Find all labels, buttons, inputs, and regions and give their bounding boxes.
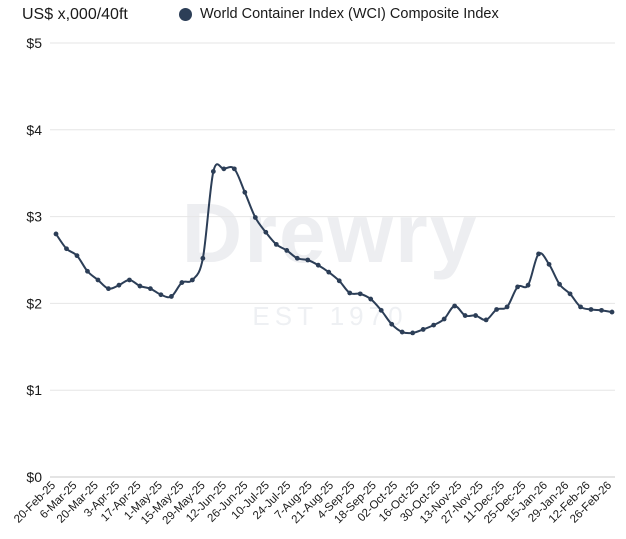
- data-point: [158, 292, 164, 298]
- data-point: [567, 291, 573, 297]
- legend-label: World Container Index (WCI) Composite In…: [200, 6, 499, 22]
- y-axis-unit-label: US$ x,000/40ft: [22, 6, 128, 23]
- data-point: [106, 286, 111, 292]
- data-point: [609, 309, 615, 315]
- data-point: [273, 241, 279, 247]
- data-point: [127, 277, 132, 283]
- data-point: [168, 294, 174, 299]
- data-point: [242, 189, 248, 195]
- data-point: [179, 280, 185, 285]
- drewry-watermark: Drewry EST 1970: [182, 186, 479, 331]
- data-point: [378, 307, 384, 313]
- data-point: [357, 291, 363, 297]
- grid-lines: [50, 42, 615, 478]
- legend: World Container Index (WCI) Composite In…: [179, 6, 499, 22]
- data-point: [588, 307, 594, 312]
- y-tick-label: $0: [26, 469, 42, 485]
- data-point: [305, 257, 311, 263]
- data-point: [53, 231, 59, 237]
- y-tick-label: $5: [26, 35, 42, 51]
- data-point: [210, 169, 216, 174]
- data-point: [525, 282, 531, 288]
- legend-marker: [179, 7, 192, 21]
- data-point: [200, 255, 206, 261]
- data-point: [452, 303, 458, 309]
- data-point: [410, 330, 416, 336]
- data-point: [74, 253, 80, 259]
- data-point: [483, 317, 489, 323]
- data-point: [252, 215, 258, 220]
- data-point: [336, 278, 342, 284]
- data-point: [462, 313, 468, 318]
- data-point: [263, 229, 269, 235]
- y-tick-label: $2: [26, 295, 42, 311]
- data-point: [231, 166, 237, 172]
- data-point: [557, 281, 562, 287]
- data-point: [85, 268, 90, 274]
- data-point: [221, 166, 227, 172]
- data-point: [578, 304, 583, 310]
- data-point: [95, 277, 101, 283]
- data-point: [441, 316, 447, 322]
- data-point: [536, 251, 541, 257]
- watermark-brand: Drewry: [182, 186, 479, 280]
- data-point: [326, 269, 332, 275]
- y-tick-label: $4: [26, 122, 42, 138]
- data-point: [431, 322, 437, 328]
- data-point: [473, 313, 479, 318]
- data-point: [420, 327, 426, 332]
- data-point: [189, 277, 195, 283]
- data-point: [284, 248, 290, 253]
- data-point: [494, 307, 500, 312]
- data-point: [347, 290, 353, 296]
- series-wci: [53, 163, 615, 336]
- data-point: [64, 246, 69, 252]
- data-point: [515, 284, 520, 290]
- data-point: [294, 255, 300, 261]
- data-point: [116, 282, 122, 288]
- y-tick-label: $1: [26, 382, 42, 398]
- data-point: [504, 304, 510, 310]
- data-point: [389, 321, 395, 327]
- y-tick-label: $3: [26, 209, 42, 225]
- data-point: [399, 329, 405, 335]
- data-point: [148, 286, 153, 292]
- data-point: [137, 283, 143, 289]
- data-point: [368, 296, 374, 302]
- x-axis-ticks: 20-Feb-256-Mar-2520-Mar-253-Apr-2517-Apr…: [12, 480, 614, 527]
- data-point: [315, 262, 321, 268]
- y-axis-ticks: $0 $1 $2 $3 $4 $5: [26, 35, 42, 485]
- data-point: [546, 261, 552, 267]
- data-point: [599, 307, 604, 313]
